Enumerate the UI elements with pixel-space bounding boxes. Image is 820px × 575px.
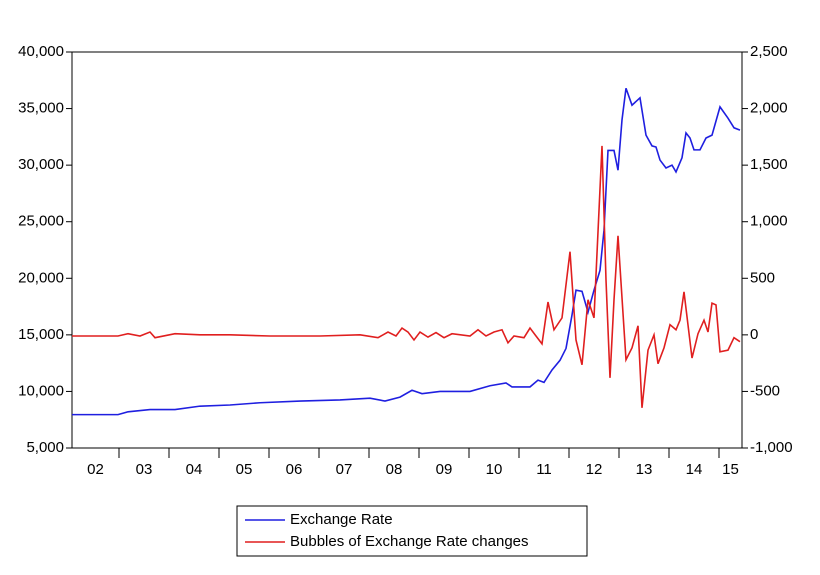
x-tick-label: 10 bbox=[486, 461, 503, 478]
x-tick-label: 03 bbox=[136, 461, 153, 478]
legend-box bbox=[236, 505, 588, 557]
x-tick-label: 14 bbox=[686, 461, 703, 478]
y-tick-label: 15,000 bbox=[18, 326, 64, 343]
series-line bbox=[72, 87, 741, 416]
y2-tick-label: -1,000 bbox=[750, 439, 793, 456]
y-tick-label: 40,000 bbox=[18, 43, 64, 60]
y2-tick-label: 0 bbox=[750, 326, 758, 343]
x-tick-label: 08 bbox=[386, 461, 403, 478]
y2-tick-label: -500 bbox=[750, 382, 780, 399]
x-tick-label: 04 bbox=[186, 461, 203, 478]
y2-tick-label: 2,000 bbox=[750, 100, 788, 117]
x-tick-label: 09 bbox=[436, 461, 453, 478]
y-tick-label: 20,000 bbox=[18, 269, 64, 286]
x-tick-label: 05 bbox=[236, 461, 253, 478]
legend-label: Bubbles of Exchange Rate changes bbox=[290, 533, 529, 550]
y2-tick-label: 500 bbox=[750, 269, 775, 286]
y2-tick-label: 1,000 bbox=[750, 213, 788, 230]
y-tick-label: 25,000 bbox=[18, 213, 64, 230]
x-tick-label: 12 bbox=[586, 461, 603, 478]
y2-tick-label: 2,500 bbox=[750, 43, 788, 60]
x-tick-label: 07 bbox=[336, 461, 353, 478]
legend-label: Exchange Rate bbox=[290, 511, 393, 528]
y-tick-label: 35,000 bbox=[18, 100, 64, 117]
y2-tick-label: 1,500 bbox=[750, 156, 788, 173]
x-tick-label: 02 bbox=[87, 461, 104, 478]
y-tick-label: 5,000 bbox=[26, 439, 64, 456]
x-tick-label: 15 bbox=[722, 461, 739, 478]
x-tick-label: 13 bbox=[636, 461, 653, 478]
x-tick-label: 06 bbox=[286, 461, 303, 478]
plot-frame bbox=[71, 51, 743, 449]
series-line bbox=[72, 145, 741, 408]
y-tick-label: 10,000 bbox=[18, 382, 64, 399]
y-tick-label: 30,000 bbox=[18, 156, 64, 173]
x-tick-label: 11 bbox=[536, 461, 552, 478]
